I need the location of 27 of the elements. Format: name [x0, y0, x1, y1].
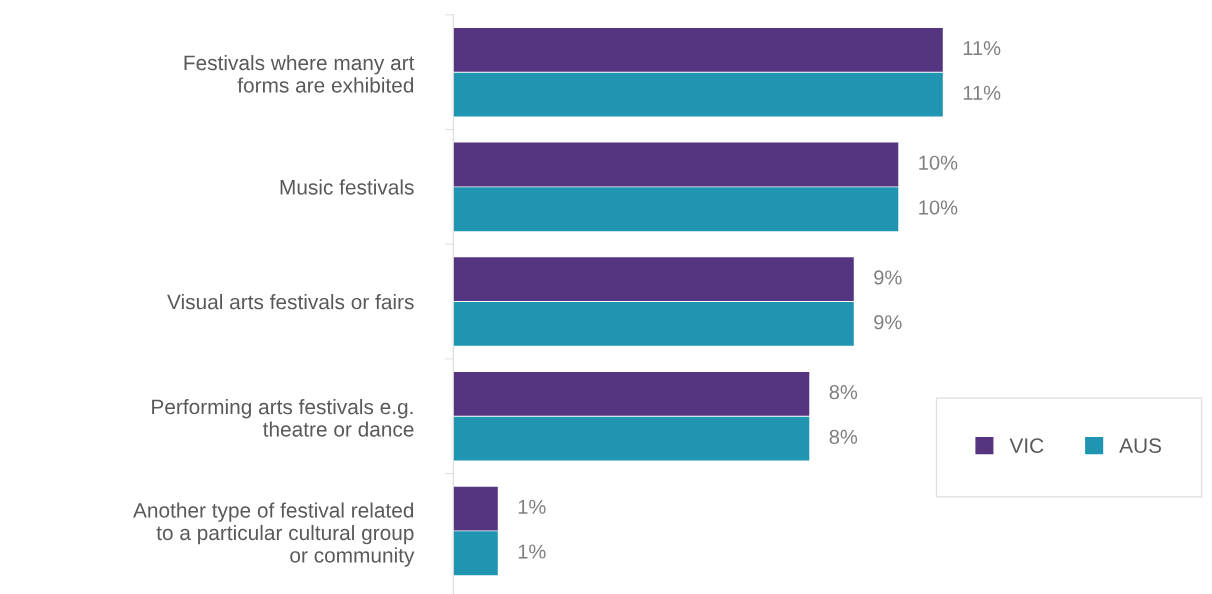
data-label: 10% [919, 155, 958, 170]
data-label: 11% [963, 41, 1001, 56]
bar [453, 302, 854, 346]
bar [453, 72, 943, 117]
bar [453, 187, 899, 232]
data-label: 1% [518, 499, 546, 514]
bar [453, 257, 854, 302]
legend-label: VIC [1009, 438, 1044, 454]
data-label: 8% [829, 385, 858, 400]
y-tick-label: Another type of festival related to a particular cultural group or community [133, 502, 415, 567]
y-tick-label: Music festivals [280, 179, 414, 195]
data-label: 8% [829, 429, 858, 445]
y-tick-label: Performing arts festivals e.g. theatre or dance [152, 398, 414, 437]
bar [453, 371, 810, 416]
data-label: 1% [518, 544, 546, 559]
bar [453, 27, 943, 72]
bar [453, 531, 498, 576]
data-label: 10% [919, 200, 958, 215]
data-label: 11% [963, 85, 1001, 100]
bar [453, 142, 899, 187]
legend-label: AUS [1119, 438, 1162, 454]
data-label: 9% [874, 270, 902, 285]
y-tick-label: Festivals where many art forms are exhibited [184, 54, 415, 93]
data-label: 9% [874, 315, 902, 330]
bar [453, 416, 810, 461]
y-tick-label: Visual arts festivals or fairs [167, 294, 414, 310]
bar [453, 486, 498, 531]
